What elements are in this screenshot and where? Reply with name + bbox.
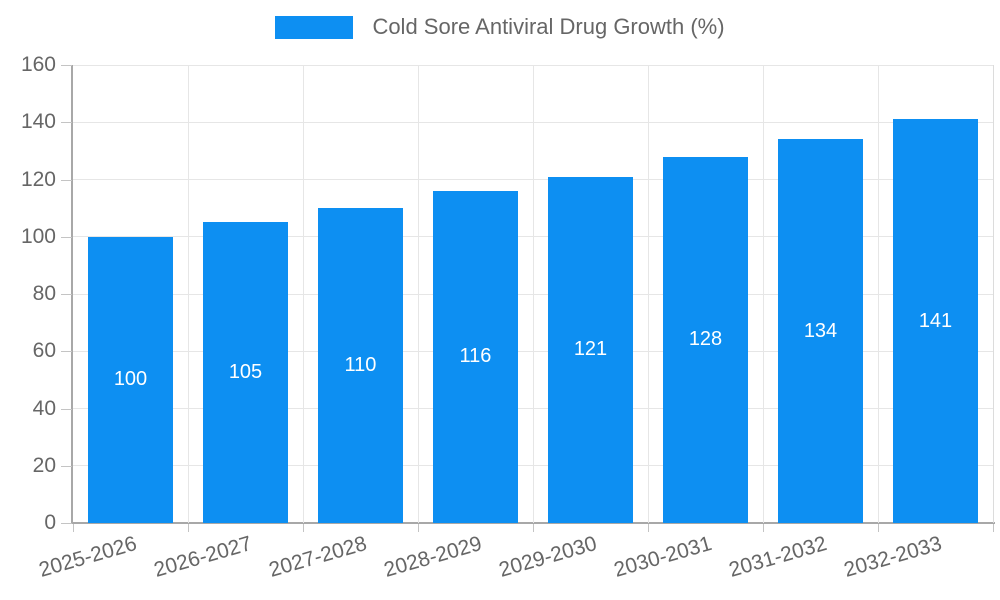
bar-value-label: 105	[228, 361, 263, 384]
bar-2029-2030: 121	[548, 176, 633, 523]
y-axis-tick-label: 0	[44, 511, 56, 534]
y-tick-mark	[61, 523, 72, 524]
x-tick-mark	[878, 524, 879, 532]
bar-value-label: 110	[344, 354, 377, 377]
y-axis-tick-label: 60	[32, 339, 56, 363]
legend-item[interactable]: Cold Sore Antiviral Drug Growth (%)	[0, 14, 1000, 40]
y-tick-mark	[61, 236, 72, 238]
bar-value-label: 100	[113, 368, 148, 391]
x-axis-category-label: 2028-2029	[380, 532, 484, 582]
bar-value-label: 128	[688, 328, 723, 351]
legend-label: Cold Sore Antiviral Drug Growth (%)	[372, 14, 725, 39]
x-gridline	[532, 65, 534, 523]
bar-2027-2028: 110	[318, 208, 403, 523]
x-tick-mark	[73, 524, 74, 532]
x-axis-category-label: 2031-2032	[725, 532, 829, 582]
y-axis-tick-label: 40	[32, 396, 56, 420]
y-tick-mark	[61, 179, 72, 181]
x-axis-category-label: 2030-2031	[610, 532, 714, 582]
x-tick-mark	[533, 524, 534, 532]
bar-2028-2029: 116	[433, 190, 518, 523]
bar-value-label: 116	[459, 345, 492, 368]
bar-value-label: 121	[573, 338, 608, 361]
x-gridline	[417, 65, 419, 523]
y-tick-mark	[61, 465, 72, 467]
x-gridline	[647, 65, 649, 523]
bar-2025-2026: 100	[88, 236, 173, 523]
x-tick-mark	[993, 524, 994, 532]
x-tick-mark	[418, 524, 419, 532]
x-axis-category-label: 2026-2027	[150, 532, 254, 582]
plot-right-border	[993, 65, 994, 523]
y-tick-mark	[61, 122, 72, 124]
x-gridline	[877, 65, 879, 523]
x-axis-category-label: 2025-2026	[35, 532, 139, 582]
bar-value-label: 134	[803, 319, 838, 342]
bar-value-label: 141	[918, 309, 953, 332]
x-gridline	[302, 65, 304, 523]
bar-2032-2033: 141	[893, 119, 978, 523]
x-tick-mark	[303, 524, 304, 532]
plot-area: 100 105 110 116 121 128 134 141	[73, 65, 994, 523]
y-tick-mark	[61, 351, 72, 353]
y-axis-tick-label: 80	[32, 282, 56, 305]
y-tick-mark	[61, 408, 72, 410]
bar-2030-2031: 128	[663, 156, 748, 523]
x-gridline	[762, 65, 764, 523]
x-tick-mark	[648, 524, 649, 532]
y-axis-tick-label: 100	[20, 224, 56, 248]
bar-2031-2032: 134	[778, 139, 863, 523]
x-axis-category-label: 2029-2030	[495, 532, 599, 582]
y-tick-mark	[61, 65, 72, 66]
x-axis-category-label: 2027-2028	[265, 532, 369, 582]
y-axis-line	[71, 65, 73, 524]
y-axis-tick-label: 20	[32, 453, 56, 477]
y-axis-tick-label: 160	[20, 53, 56, 76]
x-axis-line	[71, 522, 995, 524]
x-gridline	[187, 65, 189, 523]
x-axis-category-label: 2032-2033	[840, 532, 944, 582]
y-axis-tick-label: 120	[20, 167, 56, 191]
y-tick-mark	[61, 294, 72, 295]
y-axis-tick-label: 140	[20, 110, 56, 134]
x-tick-mark	[763, 524, 764, 532]
legend-swatch	[275, 15, 354, 39]
x-tick-mark	[188, 524, 189, 532]
bar-2026-2027: 105	[203, 222, 288, 523]
